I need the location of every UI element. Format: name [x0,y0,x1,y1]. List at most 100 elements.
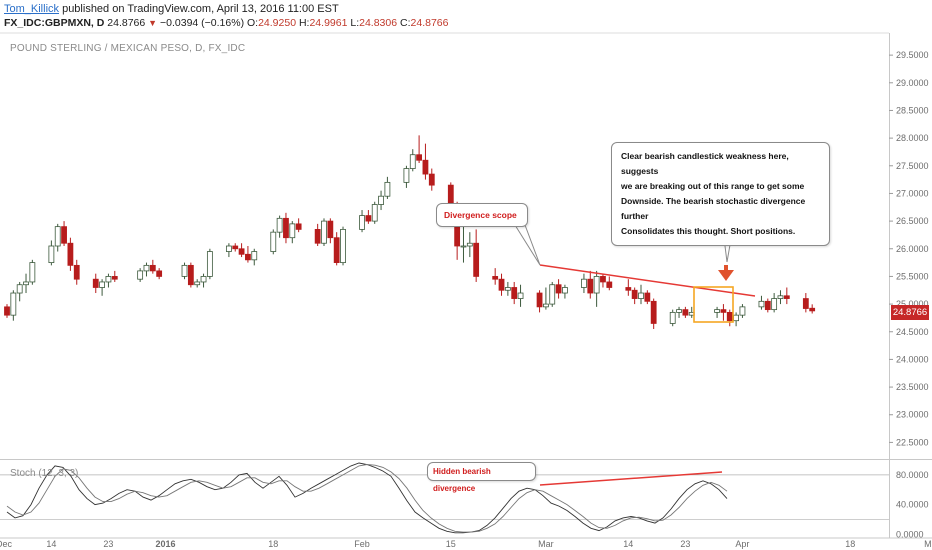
candle-body [105,276,112,283]
candle-body [422,159,429,175]
candle-body [802,298,809,309]
candle-body [384,181,391,197]
analysis-note: Clear bearish candlestick weakness here,… [611,142,830,246]
time-tick-label: Dec [0,539,12,549]
candle-body [54,226,61,247]
candle-body [143,264,150,272]
candle-body [10,292,17,316]
candle-body [777,295,784,299]
candle-body [371,204,378,222]
symbol-label: FX_IDC:GBPMXN, D [4,17,105,29]
candle-body [187,264,194,286]
price-tick-label: 25.0000 [896,299,929,309]
candle-body [251,251,258,261]
price-tick-label: 25.5000 [896,271,929,281]
candle-body [536,292,543,308]
candle-body [739,306,746,316]
candle-body [403,168,410,183]
price-tick-label: 28.5000 [896,105,929,115]
chart-header: Tom_Killick published on TradingView.com… [0,0,932,32]
scope-callout-tail [514,224,541,266]
open-label: O: [246,17,259,29]
time-tick-label: 2016 [155,539,175,549]
candle-body [4,306,10,316]
candle-body [809,307,816,312]
price-tick-label: 27.5000 [896,161,929,171]
candle-body [378,195,384,205]
price-tick-label: 26.0000 [896,244,929,254]
stoch-series-line [6,462,728,534]
publish-line: Tom_Killick published on TradingView.com… [4,3,339,15]
candle-body [225,245,232,252]
candle-body [498,278,505,291]
price-tick-label: 24.0000 [896,354,929,364]
candle-body [758,300,765,308]
candle-body [276,217,283,233]
candle-body [340,229,346,263]
candle-body [600,276,606,283]
stoch-label: Stoch (12, 3, 3) [10,468,79,479]
price-tick-label: 22.5000 [896,437,929,447]
published-text: published on TradingView.com, April 13, … [59,3,339,15]
candle-body [638,292,644,299]
candle-body [650,300,657,324]
price-tick-label: 28.0000 [896,133,929,143]
time-tick-label: Feb [354,539,370,549]
hidden-divergence-note: Hidden bearish divergence [427,462,536,493]
candle-body [333,237,340,263]
time-tick-label: 18 [845,539,855,549]
candle-body [504,287,511,291]
price-tick-label: 29.0000 [896,78,929,88]
down-arrow-icon [718,270,734,281]
candle-body [156,270,163,277]
time-tick-label: Apr [735,539,749,549]
candle-body [587,278,594,294]
candle-body [327,220,334,239]
candle-body [460,245,467,248]
high-label: H: [298,17,310,29]
candle-body [771,298,778,311]
close-value: 24.8766 [410,17,449,29]
candle-body [149,264,156,272]
note-line: Downside. The bearish stochastic diverge… [621,196,806,221]
candle-body [416,154,423,161]
candle-body [289,223,296,239]
candle-body [137,270,144,280]
candle-body [67,242,74,266]
candle-body [625,287,632,291]
low-label: L: [350,17,360,29]
candle-body [631,289,638,299]
highlight-box [693,286,734,323]
candle-body [365,215,372,222]
candle-body [181,264,188,277]
candle-body [562,287,568,294]
candle-body [92,278,99,288]
stoch-tick-label: 0.0000 [896,529,924,539]
price-tick-label: 23.0000 [896,410,929,420]
candle-body [314,229,321,244]
candle-body [714,309,720,313]
candle-body [549,284,556,305]
down-arrow-icon-shaft [724,265,728,273]
high-value: 24.9961 [309,17,348,29]
chart-title: POUND STERLING / MEXICAN PESO, D, FX_IDC [10,43,246,54]
candle-body [29,262,36,283]
candle-body [194,281,201,286]
price-tick-label: 29.5000 [896,50,929,60]
note-line: Clear bearish candlestick weakness here,… [621,151,789,176]
open-value: 24.9250 [258,17,297,29]
last-price: 24.8766 [107,17,146,29]
candle-body [606,281,613,288]
author-link[interactable]: Tom_Killick [4,3,60,15]
candle-body [409,154,416,169]
candle-body [359,215,365,230]
time-tick-label: May [924,539,932,549]
low-value: 24.8306 [359,17,398,29]
candle-body [61,226,67,244]
candle-body [16,284,23,294]
candle-body [99,281,105,288]
divergence-scope-note: Divergence scope [436,203,528,227]
time-tick-label: 14 [46,539,56,549]
candle-body [733,314,739,322]
